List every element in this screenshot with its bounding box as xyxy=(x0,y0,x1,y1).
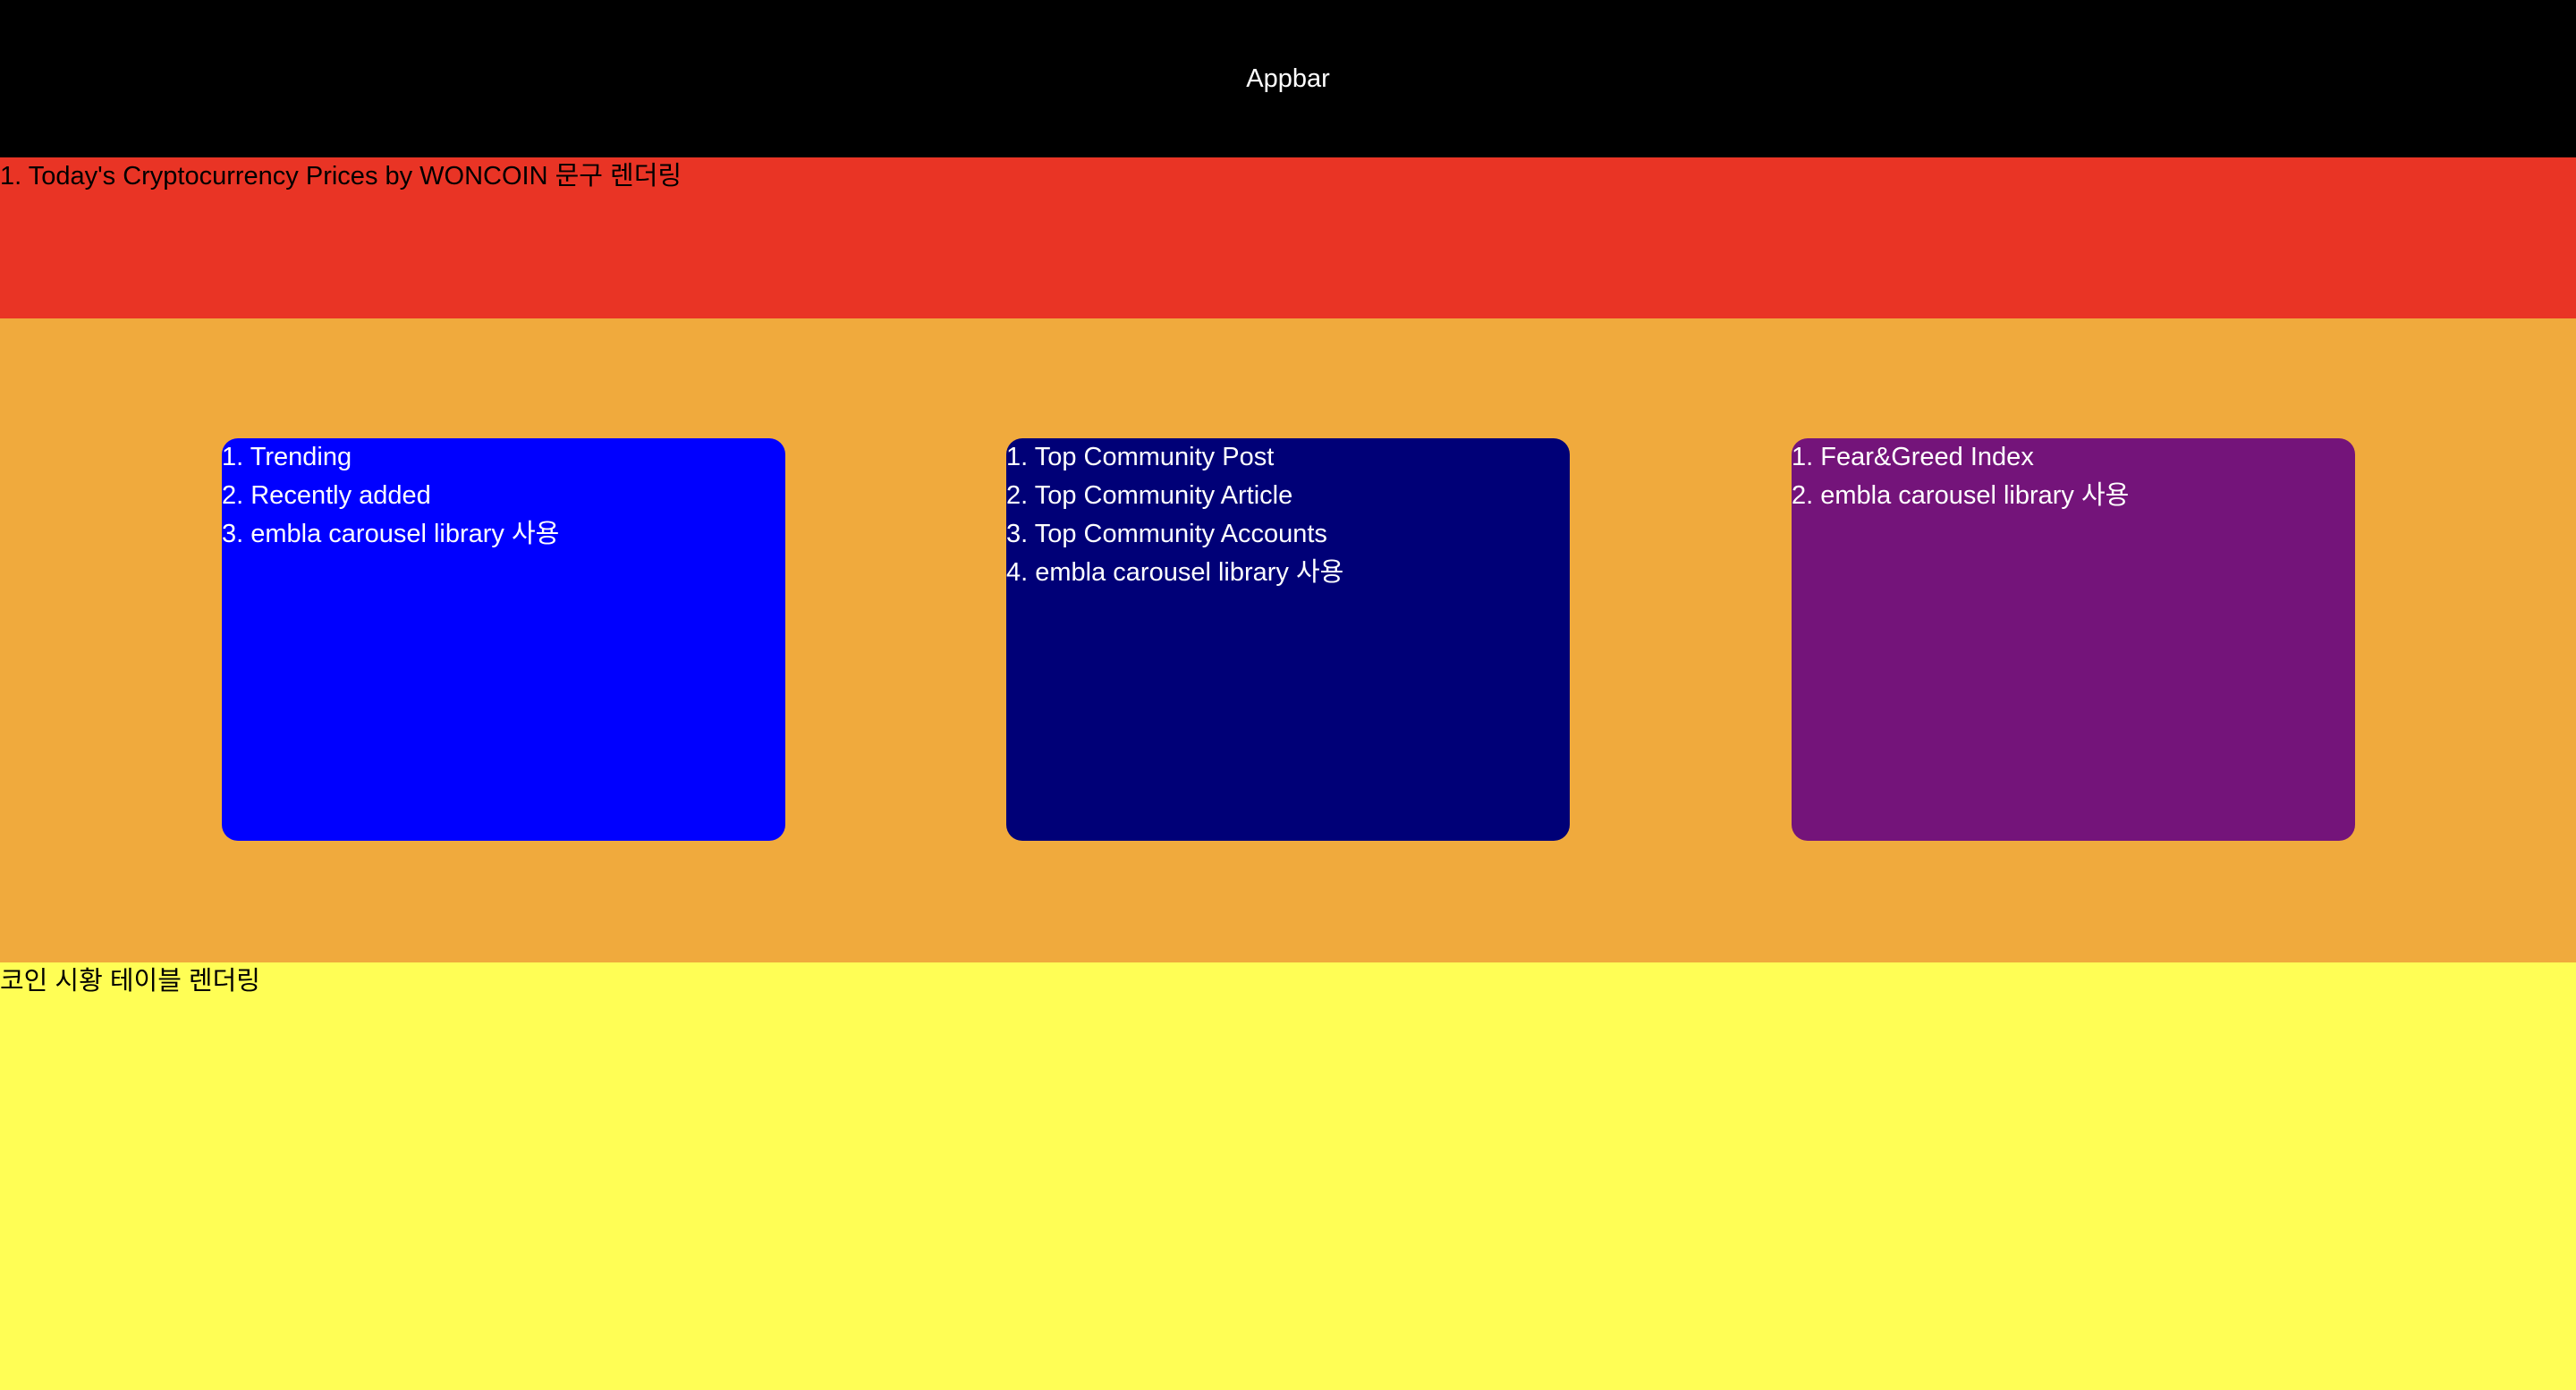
carousel-section: 1. Trending 2. Recently added 3. embla c… xyxy=(0,318,2576,962)
card-fear-greed[interactable]: 1. Fear&Greed Index 2. embla carousel li… xyxy=(1792,438,2355,841)
card-item: 4. embla carousel library 사용 xyxy=(1006,558,1344,587)
coin-table-section: 코인 시황 테이블 렌더링 xyxy=(0,962,2576,1390)
coin-table-placeholder: 코인 시황 테이블 렌더링 xyxy=(0,967,260,996)
card-item: 1. Top Community Post xyxy=(1006,443,1275,471)
appbar-title: Appbar xyxy=(1246,64,1330,93)
hero-section: 1. Today's Cryptocurrency Prices by WONC… xyxy=(0,157,2576,318)
appbar: Appbar xyxy=(0,0,2576,157)
card-trending[interactable]: 1. Trending 2. Recently added 3. embla c… xyxy=(222,438,785,841)
card-item: 3. Top Community Accounts xyxy=(1006,520,1327,548)
card-community[interactable]: 1. Top Community Post 2. Top Community A… xyxy=(1006,438,1570,841)
card-item: 2. embla carousel library 사용 xyxy=(1792,481,2130,510)
card-item: 2. Recently added xyxy=(222,481,431,510)
card-item: 3. embla carousel library 사용 xyxy=(222,520,560,548)
card-item: 1. Trending xyxy=(222,443,352,471)
card-item: 2. Top Community Article xyxy=(1006,481,1293,510)
card-item: 1. Fear&Greed Index xyxy=(1792,443,2034,471)
hero-text: 1. Today's Cryptocurrency Prices by WONC… xyxy=(0,162,682,191)
